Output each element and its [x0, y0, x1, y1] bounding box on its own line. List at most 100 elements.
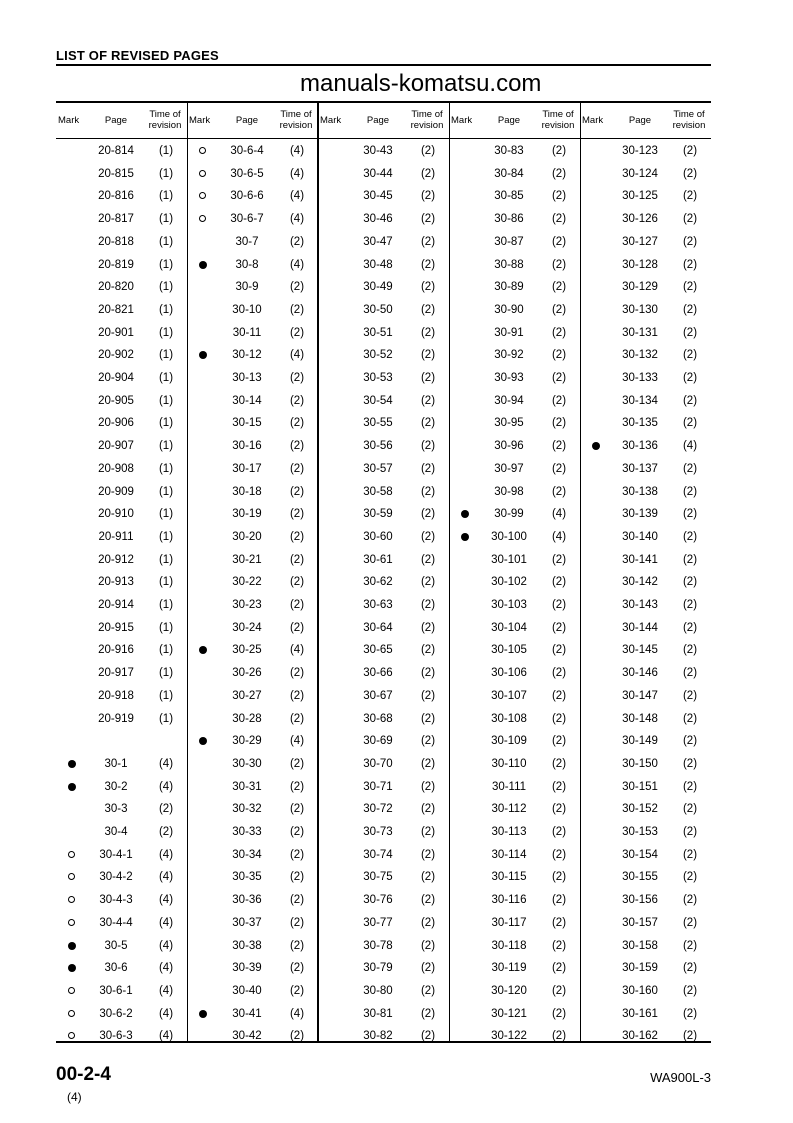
page-number: 30-154 — [622, 848, 658, 861]
revision-number: (2) — [551, 689, 567, 702]
revision-number: (2) — [158, 826, 174, 838]
watermark: manuals-komatsu.com — [300, 70, 542, 97]
revision-number: (2) — [682, 984, 698, 997]
revision-number: (2) — [551, 984, 567, 997]
page-number: 30-26 — [232, 667, 262, 680]
revision-number: (1) — [158, 621, 174, 634]
revision-number: (1) — [158, 440, 174, 453]
page-number: 30-76 — [363, 894, 393, 907]
revision-number: (2) — [420, 349, 436, 362]
revision-number: (2) — [420, 894, 436, 907]
page-number: 30-140 — [622, 530, 658, 543]
revision-number: (4) — [289, 644, 305, 657]
revision-number: (2) — [551, 576, 567, 589]
page-number: 30-42 — [232, 1030, 262, 1043]
revision-number: (4) — [289, 167, 305, 180]
page-number: 30-129 — [622, 281, 658, 294]
page-number: 30-113 — [491, 826, 527, 838]
open-circle-mark-icon — [68, 1009, 75, 1017]
header-revision: revision — [541, 120, 575, 131]
revision-number: (2) — [289, 553, 305, 566]
filled-circle-mark-icon — [199, 646, 207, 655]
header-mark: Mark — [582, 115, 604, 126]
page-number: 30-45 — [363, 190, 393, 203]
page-number: 30-122 — [491, 1030, 527, 1043]
revision-number: (2) — [551, 712, 567, 725]
revision-number: (2) — [420, 667, 436, 680]
page-number: 30-6-1 — [99, 984, 133, 997]
revision-number: (2) — [551, 962, 567, 975]
header-time-of: Time of — [149, 109, 181, 120]
page-number: 30-136 — [622, 440, 658, 453]
page-number: 30-141 — [622, 553, 658, 566]
revision-number: (2) — [420, 190, 436, 203]
revision-number: (2) — [289, 826, 305, 838]
revision-number: (1) — [158, 235, 174, 248]
page-number: 30-1 — [104, 757, 128, 770]
page-number: 30-6-3 — [99, 1030, 133, 1043]
revision-number: (1) — [158, 462, 174, 475]
page-number: 30-6-2 — [99, 1007, 133, 1020]
page-number: 20-917 — [98, 667, 134, 680]
page-number: 30-82 — [363, 1030, 393, 1043]
revision-number: (2) — [682, 417, 698, 430]
revision-number: (2) — [682, 372, 698, 384]
revision-number: (2) — [551, 757, 567, 770]
page-number: 30-98 — [494, 485, 524, 498]
header-page: Page — [235, 115, 259, 126]
revision-number: (1) — [158, 508, 174, 521]
filled-circle-mark-icon — [199, 351, 207, 360]
revision-number: (2) — [420, 326, 436, 339]
revision-number: (2) — [289, 599, 305, 611]
header-time-of-revision: Time of revision — [668, 109, 710, 131]
page-number: 20-902 — [98, 349, 134, 362]
revision-number: (2) — [420, 848, 436, 861]
header-mark: Mark — [451, 115, 473, 126]
revision-number: (1) — [158, 485, 174, 498]
revision-number: (2) — [420, 871, 436, 884]
page-number: 30-159 — [622, 962, 658, 975]
revision-number: (4) — [289, 1007, 305, 1020]
revision-number: (2) — [289, 848, 305, 861]
page-number: 30-137 — [622, 462, 658, 475]
page-number: 30-112 — [491, 803, 527, 816]
revision-number: (2) — [551, 213, 567, 226]
page-number: 30-73 — [363, 826, 393, 838]
revision-number: (2) — [551, 599, 567, 611]
page-number: 30-16 — [232, 440, 262, 453]
revision-number: (2) — [420, 916, 436, 929]
revision-number: (2) — [682, 962, 698, 975]
revision-number: (2) — [289, 462, 305, 475]
header-mark: Mark — [58, 115, 80, 126]
page-number: 20-914 — [98, 599, 134, 611]
revision-number: (2) — [682, 576, 698, 589]
revision-number: (2) — [682, 1007, 698, 1020]
page-number: 30-36 — [232, 894, 262, 907]
page-number: 20-906 — [98, 417, 134, 430]
open-circle-mark-icon — [199, 192, 206, 200]
revision-number: (2) — [682, 235, 698, 248]
page-number: 30-79 — [363, 962, 393, 975]
page-number: 30-57 — [363, 462, 393, 475]
revision-number: (2) — [420, 984, 436, 997]
revision-number: (2) — [289, 326, 305, 339]
revision-number: (2) — [551, 145, 567, 157]
page-number: 30-106 — [491, 667, 527, 680]
revision-number: (2) — [420, 145, 436, 157]
page-number: 20-915 — [98, 621, 134, 634]
page-number: 30-75 — [363, 871, 393, 884]
revision-number: (2) — [682, 735, 698, 748]
page-number: 30-78 — [363, 939, 393, 952]
revision-number: (2) — [420, 553, 436, 566]
revision-number: (2) — [551, 417, 567, 430]
page-number: 30-5 — [104, 939, 128, 952]
revision-number: (1) — [158, 167, 174, 180]
page-number: 30-65 — [363, 644, 393, 657]
revision-number: (4) — [682, 440, 698, 453]
revision-number: (2) — [420, 576, 436, 589]
page-number: 30-22 — [232, 576, 262, 589]
page-number: 30-6-5 — [230, 167, 264, 180]
revision-number: (2) — [682, 326, 698, 339]
header-time-of-revision: Time of revision — [406, 109, 448, 131]
page-number: 20-814 — [98, 145, 134, 157]
